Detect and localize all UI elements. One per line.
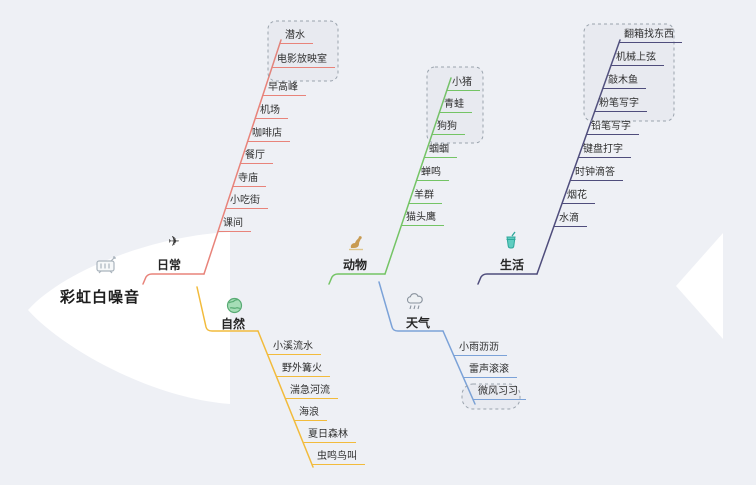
branch-hook-daily <box>142 273 205 285</box>
topic-item[interactable]: 键盘打字 <box>578 143 631 158</box>
branch-line-animals <box>384 77 452 275</box>
fish-tail <box>676 233 723 339</box>
topic-item[interactable]: 时钟滴答 <box>570 166 623 181</box>
topic-item[interactable]: 餐厅 <box>240 149 273 164</box>
group-boundary-weather[interactable] <box>461 383 521 410</box>
fish-head[interactable] <box>28 232 230 404</box>
sound-machine-icon <box>96 256 116 274</box>
group-boundary-daily[interactable] <box>267 20 339 82</box>
branch-label-animals[interactable]: 动物 <box>343 258 368 272</box>
topic-item[interactable]: 咖啡店 <box>247 127 290 142</box>
topic-item[interactable]: 烟花 <box>562 189 595 204</box>
topic-item[interactable]: 蝉鸣 <box>416 166 449 181</box>
topic-item[interactable]: 湍急河流 <box>285 384 338 399</box>
topic-item[interactable]: 早高峰 <box>263 81 306 96</box>
topic-item[interactable]: 机场 <box>255 104 288 119</box>
branch-label-weather[interactable]: 天气 <box>406 316 431 330</box>
branch-line-nature <box>257 330 314 468</box>
topic-item[interactable]: 水滴 <box>554 212 587 227</box>
topic-item[interactable]: 海浪 <box>294 406 327 421</box>
branch-line-weather <box>442 330 476 405</box>
topic-item[interactable]: 翻箱找东西 <box>619 28 682 43</box>
topic-item[interactable]: 敲木鱼 <box>603 74 646 89</box>
drink-icon <box>501 231 521 251</box>
topic-item[interactable]: 微风习习 <box>473 385 526 400</box>
topic-item[interactable]: 课间 <box>218 217 251 232</box>
kangaroo-icon <box>346 233 366 253</box>
branch-hook-life <box>477 273 538 285</box>
topic-item[interactable]: 粉笔写字 <box>594 97 647 112</box>
topic-item[interactable]: 雷声滚滚 <box>464 363 517 378</box>
topic-item[interactable]: 羊群 <box>409 189 442 204</box>
topic-item[interactable]: 小溪流水 <box>268 340 321 355</box>
branch-label-nature[interactable]: 自然 <box>221 317 246 331</box>
topic-item[interactable]: 电影放映室 <box>272 53 335 68</box>
group-boundary-animals[interactable] <box>426 66 484 144</box>
topic-item[interactable]: 小猪 <box>447 76 480 91</box>
topic-item[interactable]: 机械上弦 <box>611 51 664 66</box>
topic-item[interactable]: 猫头鹰 <box>401 211 444 226</box>
topic-item[interactable]: 铅笔写字 <box>586 120 639 135</box>
topic-item[interactable]: 寺庙 <box>233 172 266 187</box>
topic-item[interactable]: 野外篝火 <box>277 362 330 377</box>
topic-item[interactable]: 小吃街 <box>225 194 268 209</box>
branch-hook-nature <box>196 286 259 332</box>
branch-label-daily[interactable]: 日常 <box>157 258 182 272</box>
topic-item[interactable]: 虫鸣鸟叫 <box>312 450 365 465</box>
branch-label-life[interactable]: 生活 <box>500 258 525 272</box>
earth-icon <box>224 295 244 315</box>
topic-item[interactable]: 小雨沥沥 <box>454 341 507 356</box>
topic-item[interactable]: 潜水 <box>280 29 313 44</box>
rain-cloud-icon <box>405 292 425 312</box>
topic-item[interactable]: 狗狗 <box>432 120 465 135</box>
group-boundary-life[interactable] <box>583 23 675 122</box>
topic-item[interactable]: 蝈蝈 <box>424 143 457 158</box>
branch-hook-weather <box>378 281 444 332</box>
root-topic-title[interactable]: 彩虹白噪音 <box>59 289 140 306</box>
branch-line-daily <box>203 39 282 275</box>
branch-hook-animals <box>328 273 386 285</box>
topic-item[interactable]: 青蛙 <box>439 98 472 113</box>
topic-item[interactable]: 夏日森林 <box>303 428 356 443</box>
airplane-icon: ✈ <box>168 232 180 249</box>
